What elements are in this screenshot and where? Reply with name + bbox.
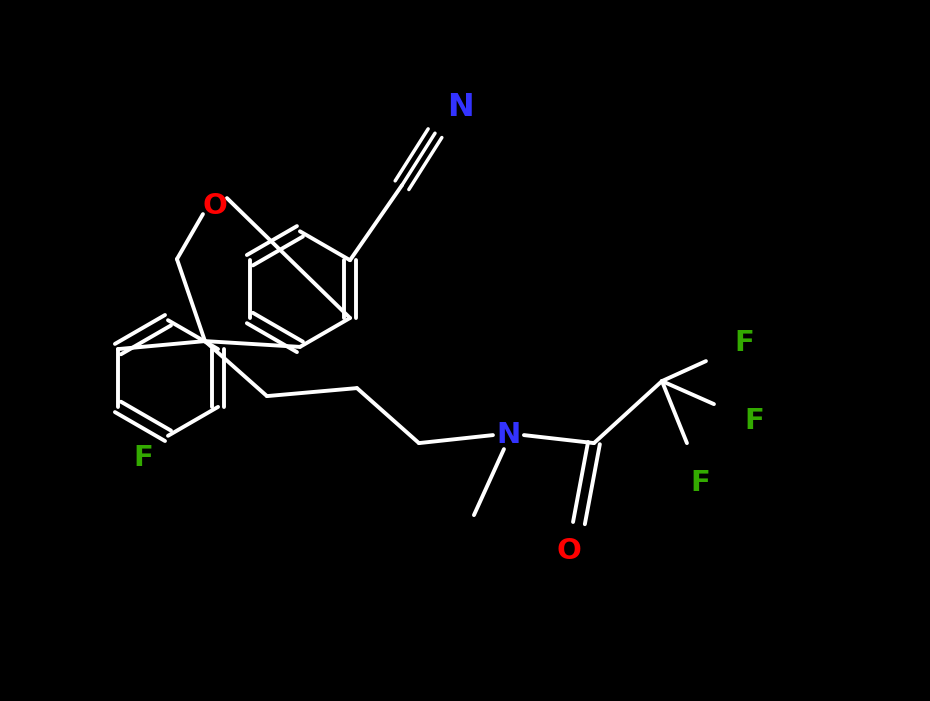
Text: F: F: [744, 407, 764, 435]
Text: N: N: [446, 92, 473, 123]
Text: O: O: [203, 192, 227, 220]
Text: F: F: [734, 329, 754, 357]
Text: O: O: [556, 537, 581, 565]
Text: F: F: [133, 444, 153, 472]
Text: N: N: [497, 421, 521, 449]
Text: F: F: [690, 469, 710, 497]
